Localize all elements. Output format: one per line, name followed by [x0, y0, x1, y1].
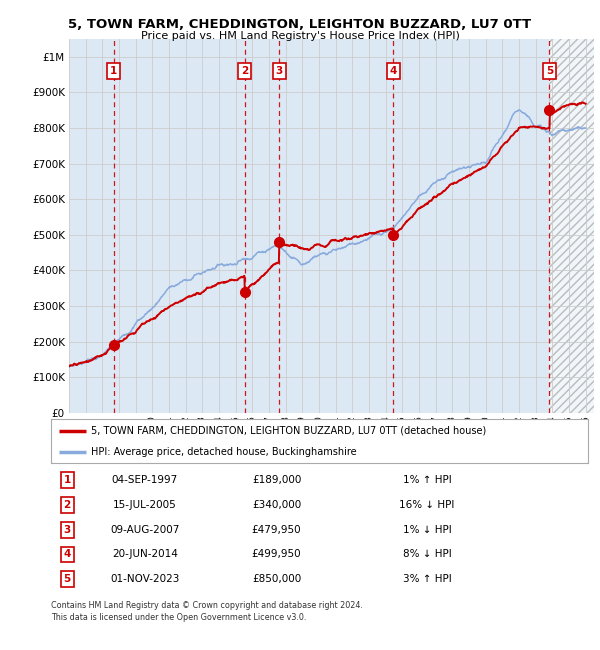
Text: £340,000: £340,000: [252, 500, 301, 510]
Text: 4: 4: [390, 66, 397, 76]
Text: 3: 3: [64, 525, 71, 535]
Text: Contains HM Land Registry data © Crown copyright and database right 2024.: Contains HM Land Registry data © Crown c…: [51, 601, 363, 610]
Text: 4: 4: [64, 549, 71, 560]
Text: 3: 3: [275, 66, 283, 76]
Text: 04-SEP-1997: 04-SEP-1997: [112, 475, 178, 486]
Text: 1: 1: [110, 66, 117, 76]
Text: HPI: Average price, detached house, Buckinghamshire: HPI: Average price, detached house, Buck…: [91, 447, 357, 457]
Bar: [550, 39, 594, 413]
Text: 5, TOWN FARM, CHEDDINGTON, LEIGHTON BUZZARD, LU7 0TT (detached house): 5, TOWN FARM, CHEDDINGTON, LEIGHTON BUZZ…: [91, 426, 487, 436]
Text: 16% ↓ HPI: 16% ↓ HPI: [399, 500, 455, 510]
Text: 5, TOWN FARM, CHEDDINGTON, LEIGHTON BUZZARD, LU7 0TT: 5, TOWN FARM, CHEDDINGTON, LEIGHTON BUZZ…: [68, 18, 532, 31]
Text: 1% ↑ HPI: 1% ↑ HPI: [403, 475, 451, 486]
Text: £850,000: £850,000: [252, 574, 301, 584]
Text: 20-JUN-2014: 20-JUN-2014: [112, 549, 178, 560]
Text: 15-JUL-2005: 15-JUL-2005: [113, 500, 177, 510]
Bar: [550, 39, 594, 413]
Text: £499,950: £499,950: [252, 549, 301, 560]
Text: 5: 5: [64, 574, 71, 584]
Text: 09-AUG-2007: 09-AUG-2007: [110, 525, 179, 535]
Text: 8% ↓ HPI: 8% ↓ HPI: [403, 549, 451, 560]
Text: 5: 5: [546, 66, 553, 76]
Text: 1: 1: [64, 475, 71, 486]
Text: 2: 2: [241, 66, 248, 76]
Text: £189,000: £189,000: [252, 475, 301, 486]
Text: Price paid vs. HM Land Registry's House Price Index (HPI): Price paid vs. HM Land Registry's House …: [140, 31, 460, 41]
Text: £479,950: £479,950: [252, 525, 301, 535]
Text: 1% ↓ HPI: 1% ↓ HPI: [403, 525, 451, 535]
Text: 2: 2: [64, 500, 71, 510]
Text: This data is licensed under the Open Government Licence v3.0.: This data is licensed under the Open Gov…: [51, 613, 307, 622]
Text: 3% ↑ HPI: 3% ↑ HPI: [403, 574, 451, 584]
Text: 01-NOV-2023: 01-NOV-2023: [110, 574, 179, 584]
